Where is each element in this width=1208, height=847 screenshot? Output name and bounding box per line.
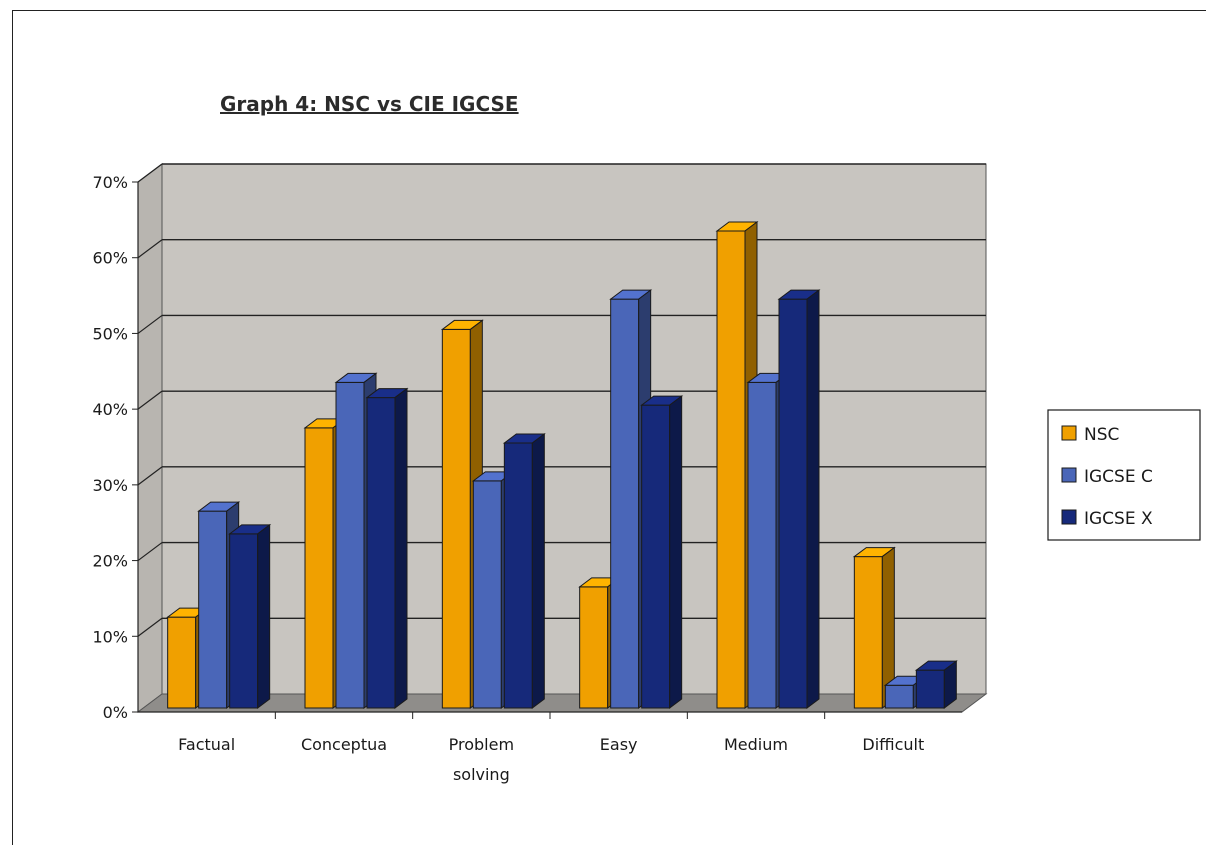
legend-swatch bbox=[1062, 468, 1076, 482]
y-axis-ticks: 0% 10% 20% 30% 40% 50% 60% 70% bbox=[92, 173, 138, 722]
bar-igcse-x-4 bbox=[779, 290, 819, 708]
x-tick-label: Factual bbox=[178, 735, 235, 754]
bar-side bbox=[807, 290, 819, 708]
side-wall bbox=[138, 164, 162, 712]
y-tick-label: 20% bbox=[92, 552, 128, 571]
legend: NSC IGCSE C IGCSE X bbox=[1048, 410, 1200, 540]
x-tick-label: Problem solving bbox=[449, 735, 514, 784]
bar-front bbox=[916, 670, 944, 708]
bar-front bbox=[168, 617, 196, 708]
y-tick-label: 50% bbox=[92, 324, 128, 343]
y-tick-label: 0% bbox=[103, 703, 128, 722]
bar-front bbox=[336, 382, 364, 708]
x-tick-label: Medium bbox=[724, 735, 788, 754]
y-tick-label: 60% bbox=[92, 249, 128, 268]
bar-side bbox=[258, 525, 270, 708]
x-tick-label: Conceptua bbox=[301, 735, 387, 754]
bar-front bbox=[717, 231, 745, 708]
bar-front bbox=[367, 398, 395, 708]
legend-label: NSC bbox=[1084, 425, 1119, 445]
y-tick-label: 40% bbox=[92, 400, 128, 419]
bar-front bbox=[748, 382, 776, 708]
bar-side bbox=[670, 396, 682, 708]
y-tick-label: 30% bbox=[92, 476, 128, 495]
bar-front bbox=[230, 534, 258, 708]
bar-front bbox=[473, 481, 501, 708]
bar-igcse-x-3 bbox=[642, 396, 682, 708]
y-tick-label: 70% bbox=[92, 173, 128, 192]
x-tick-label: Difficult bbox=[862, 735, 924, 754]
bar-side bbox=[395, 389, 407, 708]
bar-front bbox=[504, 443, 532, 708]
bar-front bbox=[580, 587, 608, 708]
legend-swatch bbox=[1062, 426, 1076, 440]
bar-igcse-x-5 bbox=[916, 661, 956, 708]
bar-front bbox=[642, 405, 670, 708]
x-axis-labels: Factual Conceptua Problem solving Easy Medium… bbox=[138, 712, 962, 784]
y-tick-label: 10% bbox=[92, 627, 128, 646]
bar-igcse-x-0 bbox=[230, 525, 270, 708]
legend-swatch bbox=[1062, 510, 1076, 524]
bar-side bbox=[532, 434, 544, 708]
bar-side bbox=[944, 661, 956, 708]
x-tick-label: Easy bbox=[600, 735, 638, 754]
bar-igcse-x-2 bbox=[504, 434, 544, 708]
bar-front bbox=[442, 329, 470, 708]
bar-front bbox=[199, 511, 227, 708]
bar-igcse-x-1 bbox=[367, 389, 407, 708]
legend-label: IGCSE C bbox=[1084, 467, 1153, 487]
legend-label: IGCSE X bbox=[1084, 509, 1153, 529]
bar-front bbox=[779, 299, 807, 708]
bar-front bbox=[885, 685, 913, 708]
bar-front bbox=[854, 557, 882, 708]
bar-front bbox=[305, 428, 333, 708]
bar-front bbox=[611, 299, 639, 708]
